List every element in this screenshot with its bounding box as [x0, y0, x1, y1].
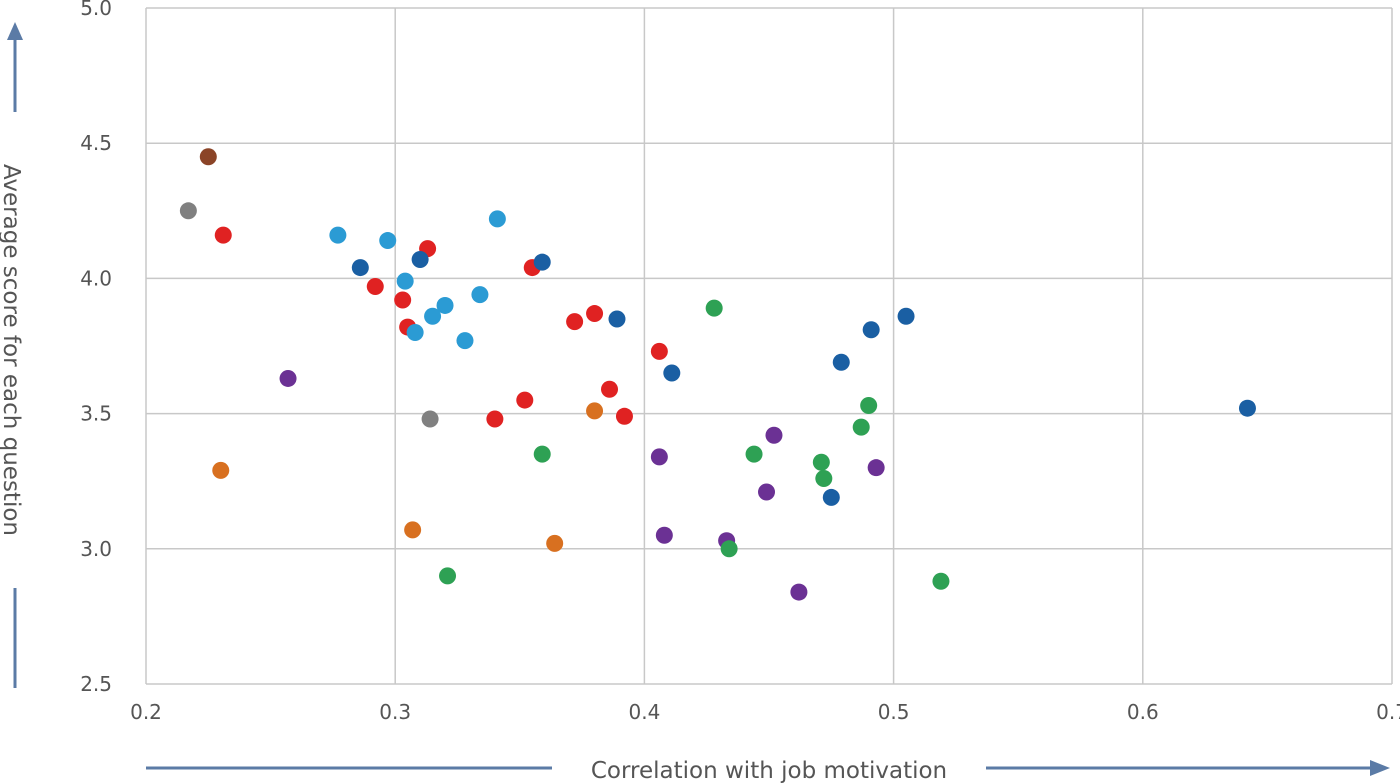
data-point	[586, 305, 604, 323]
axis-arrows	[7, 22, 1390, 776]
y-tick-label: 3.0	[80, 537, 112, 561]
data-point	[655, 526, 673, 544]
y-tick-label: 2.5	[80, 672, 112, 696]
data-point	[650, 448, 668, 466]
data-point	[471, 286, 489, 304]
data-point	[705, 299, 723, 317]
data-point	[765, 426, 783, 444]
data-point	[179, 202, 197, 220]
data-point	[279, 369, 297, 387]
data-point	[329, 226, 347, 244]
data-point	[663, 364, 681, 382]
data-point	[199, 148, 217, 166]
tick-labels: 0.2 0.3 0.4 0.5 0.6 0.7 2.5 3.0 3.5 4.0 4.5 5.0	[80, 0, 1400, 724]
y-tick-label: 3.5	[80, 402, 112, 426]
data-point	[439, 567, 457, 585]
data-point	[516, 391, 534, 409]
data-point	[379, 232, 397, 250]
data-point	[608, 310, 626, 328]
data-point	[212, 461, 230, 479]
data-point	[424, 307, 442, 325]
data-point	[404, 521, 422, 539]
y-axis-title: Average score for each question	[0, 164, 24, 536]
data-point	[601, 380, 619, 398]
data-point	[758, 483, 776, 501]
data-point	[860, 396, 878, 414]
gridlines	[145, 7, 1393, 685]
x-tick-label: 0.2	[130, 700, 162, 724]
data-point	[546, 534, 564, 552]
x-tick-label: 0.3	[379, 700, 411, 724]
data-point	[790, 583, 808, 601]
x-tick-label: 0.5	[878, 700, 910, 724]
data-point	[812, 453, 830, 471]
data-point	[615, 407, 633, 425]
x-tick-label: 0.7	[1376, 700, 1400, 724]
data-point	[533, 445, 551, 463]
data-point	[832, 353, 850, 371]
data-point	[421, 410, 439, 428]
data-point	[411, 250, 429, 268]
x-axis-title: Correlation with job motivation	[591, 758, 947, 784]
data-point	[932, 572, 950, 590]
data-point	[897, 307, 915, 325]
data-point	[720, 540, 738, 558]
x-tick-label: 0.4	[628, 700, 660, 724]
data-point	[566, 313, 584, 331]
data-point	[852, 418, 870, 436]
y-tick-label: 5.0	[80, 0, 112, 20]
data-point	[586, 402, 604, 420]
data-point	[1238, 399, 1256, 417]
data-point	[351, 259, 369, 277]
data-point	[396, 272, 414, 290]
data-point	[366, 278, 384, 296]
y-axis-arrowhead	[7, 22, 23, 40]
data-point	[488, 210, 506, 228]
y-tick-label: 4.5	[80, 131, 112, 155]
data-point	[486, 410, 504, 428]
data-point	[650, 342, 668, 360]
data-point	[456, 332, 474, 350]
data-point	[406, 323, 424, 341]
data-point	[862, 321, 880, 339]
x-axis-arrowhead	[1370, 760, 1390, 776]
data-point	[822, 488, 840, 506]
data-points	[179, 148, 1256, 601]
data-point	[214, 226, 232, 244]
data-point	[815, 469, 833, 487]
data-point	[436, 296, 454, 314]
x-tick-label: 0.6	[1127, 700, 1159, 724]
data-point	[867, 459, 885, 477]
data-point	[394, 291, 412, 309]
data-point	[745, 445, 763, 463]
data-point	[533, 253, 551, 271]
y-tick-label: 4.0	[80, 266, 112, 290]
